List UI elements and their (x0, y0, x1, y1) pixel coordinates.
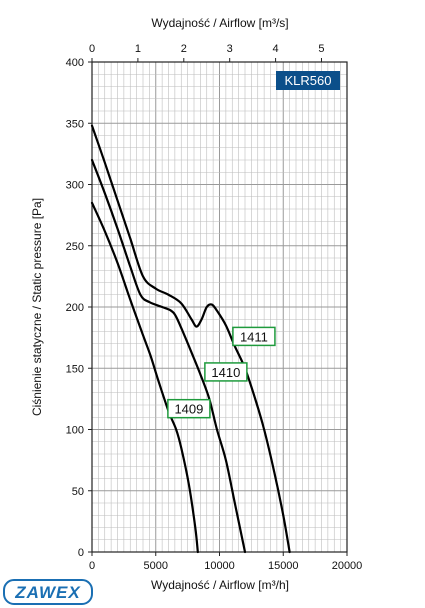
x-tick-label: 10000 (204, 560, 235, 572)
y-axis-ticks: 0 50 100 150 200 250 300 350 400 (66, 57, 92, 559)
grid (92, 62, 347, 552)
top-axis-ticks: 0 1 2 3 4 5 (89, 43, 325, 62)
curve-label-text: 1409 (174, 402, 203, 417)
model-badge: KLR560 (276, 71, 340, 90)
brand-logo: ZAWEX (3, 579, 93, 605)
top-axis-title: Wydajność / Airflow [m³/s] (151, 16, 288, 30)
top-tick-label: 3 (227, 43, 233, 55)
fan-curve-1409 (90, 201, 199, 554)
y-tick-label: 350 (66, 118, 84, 130)
top-tick-label: 1 (135, 43, 141, 55)
y-tick-label: 250 (66, 241, 84, 253)
y-tick-label: 100 (66, 425, 84, 437)
x-tick-label: 0 (89, 560, 95, 572)
y-tick-label: 150 (66, 363, 84, 375)
y-tick-label: 200 (66, 302, 84, 314)
y-tick-label: 50 (72, 486, 84, 498)
curve-label-box (204, 362, 248, 382)
y-axis-title: Ciśnienie statyczne / Static pressure [P… (30, 198, 44, 416)
y-tick-label: 300 (66, 180, 84, 192)
logo-text: ZAWEX (14, 583, 81, 602)
top-tick-label: 2 (181, 43, 187, 55)
x-tick-label: 15000 (268, 560, 299, 572)
curve-label-1409: 1409 (167, 398, 211, 419)
curve-label-text: 1411 (240, 329, 268, 344)
curve-label-1411: 1411 (232, 326, 276, 347)
top-tick-label: 4 (273, 43, 279, 55)
fan-curves (90, 124, 291, 554)
y-tick-label: 400 (66, 57, 84, 69)
fan-curve-1410 (90, 158, 247, 554)
model-badge-text: KLR560 (285, 73, 332, 88)
bottom-axis-title: Wydajność / Airflow [m³/h] (151, 578, 289, 592)
logo-frame (3, 579, 93, 605)
model-badge-background (276, 71, 340, 90)
x-tick-label: 5000 (144, 560, 168, 572)
curve-label-text: 1410 (211, 365, 240, 380)
x-axis-ticks: 0 5000 10000 15000 20000 (89, 552, 362, 572)
curve-label-1410: 1410 (204, 362, 248, 382)
top-tick-label: 0 (89, 43, 95, 55)
x-tick-label: 20000 (332, 560, 363, 572)
curve-label-box (167, 398, 211, 419)
fan-curve-1411 (90, 124, 291, 554)
curve-label-box (232, 326, 276, 347)
curve-labels: 1409 1410 1411 (167, 326, 276, 419)
top-tick-label: 5 (318, 43, 324, 55)
y-tick-label: 0 (78, 547, 84, 559)
